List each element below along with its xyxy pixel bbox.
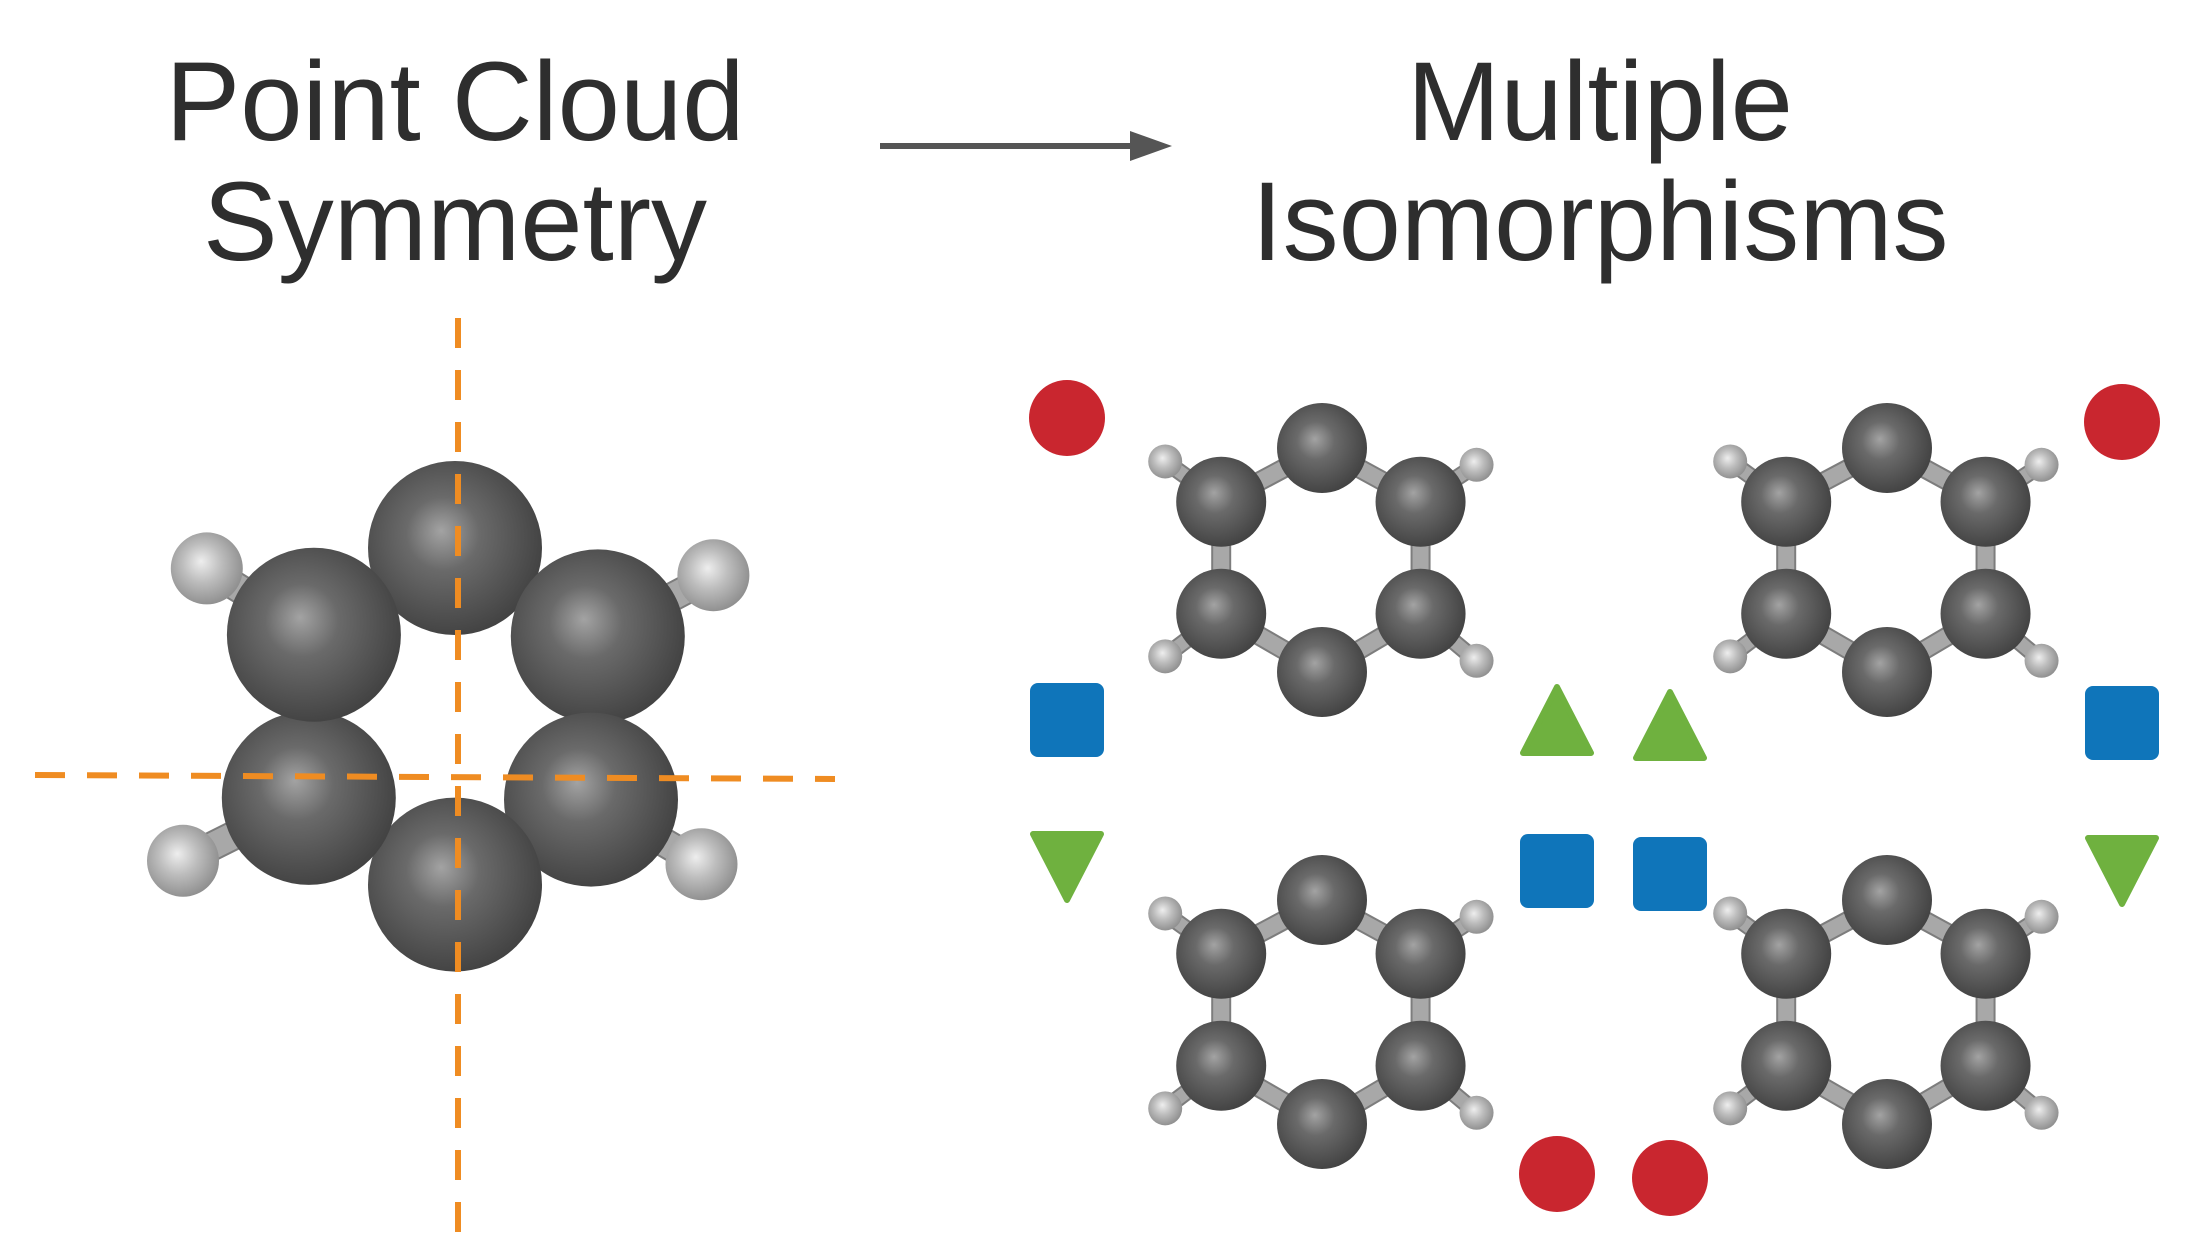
carbon-atom xyxy=(1940,908,2031,999)
arrow-right-icon xyxy=(880,131,1172,161)
hydrogen-atom xyxy=(1148,444,1183,479)
left-title-line-2: Symmetry xyxy=(203,159,707,284)
symmetry-axes xyxy=(34,318,836,1247)
carbon-atom xyxy=(1375,456,1466,547)
carbon-atom xyxy=(504,712,678,887)
carbon-atom xyxy=(1176,1020,1267,1111)
square-marker-icon xyxy=(2085,686,2159,760)
circle-marker-icon xyxy=(1519,1136,1595,1212)
circle-marker-icon xyxy=(1632,1140,1708,1216)
right-title: Multiple Isomorphisms xyxy=(1200,42,2000,282)
carbon-atom xyxy=(226,547,401,722)
triangle-down-marker-icon xyxy=(1030,831,1104,903)
hydrogen-atom xyxy=(1713,1091,1748,1126)
carbon-atom xyxy=(1842,1079,1932,1169)
hydrogen-atom xyxy=(2024,1095,2059,1130)
carbon-atom xyxy=(1375,568,1466,659)
hydrogen-atom xyxy=(2024,899,2059,934)
carbon-atom xyxy=(221,710,396,885)
triangle-up-marker-icon xyxy=(1633,689,1707,761)
carbon-atom xyxy=(1176,908,1267,999)
hydrogen-atom xyxy=(1713,444,1748,479)
carbon-atom xyxy=(1842,627,1932,717)
carbon-atom xyxy=(1375,1020,1466,1111)
carbon-atom xyxy=(1940,1020,2031,1111)
carbon-atom xyxy=(1842,403,1932,493)
hydrogen-atom xyxy=(1148,896,1183,931)
carbon-atom xyxy=(1741,1020,1832,1111)
square-marker-icon xyxy=(1030,683,1104,757)
square-marker-icon xyxy=(1633,837,1707,911)
carbon-atom xyxy=(1277,403,1367,493)
right-title-line-1: Multiple xyxy=(1407,39,1793,164)
carbon-atom xyxy=(1277,855,1367,945)
carbon-atom xyxy=(1842,855,1932,945)
isomorphism-markers xyxy=(1029,380,2160,1216)
hydrogen-atom xyxy=(1148,639,1183,674)
left-title: Point Cloud Symmetry xyxy=(55,42,855,282)
hydrogen-atom xyxy=(170,532,243,605)
hydrogen-atom xyxy=(147,824,219,897)
carbon-atom xyxy=(1741,568,1832,659)
triangle-down-marker-icon xyxy=(2085,835,2159,907)
carbon-atom xyxy=(1176,568,1267,659)
carbon-atom xyxy=(1940,568,2031,659)
carbon-atom xyxy=(510,549,685,724)
hydrogen-atom xyxy=(2024,447,2059,482)
hydrogen-atom xyxy=(1148,1091,1183,1126)
carbon-atom xyxy=(1375,908,1466,999)
carbon-atom xyxy=(1277,627,1367,717)
isomorphism-molecules xyxy=(1148,403,2059,1169)
square-marker-icon xyxy=(1520,834,1594,908)
triangle-up-marker-icon xyxy=(1520,684,1594,756)
hydrogen-atom xyxy=(665,828,738,901)
carbon-atom xyxy=(1741,456,1832,547)
horizontal-symmetry-axis xyxy=(34,772,836,782)
circle-marker-icon xyxy=(1029,380,1105,456)
carbon-atom xyxy=(1741,908,1832,999)
hydrogen-atom xyxy=(1713,639,1748,674)
right-title-line-2: Isomorphisms xyxy=(1251,159,1949,284)
hydrogen-atom xyxy=(677,539,750,612)
hydrogen-atom xyxy=(1459,643,1494,678)
circle-marker-icon xyxy=(2084,384,2160,460)
hydrogen-atom xyxy=(2024,643,2059,678)
carbon-atom xyxy=(368,797,542,972)
left-title-line-1: Point Cloud xyxy=(165,39,745,164)
carbon-atom xyxy=(1176,456,1267,547)
benzene-molecule-large xyxy=(147,461,750,972)
hydrogen-atom xyxy=(1459,447,1494,482)
carbon-atom xyxy=(1277,1079,1367,1169)
hydrogen-atom xyxy=(1713,896,1748,931)
hydrogen-atom xyxy=(1459,899,1494,934)
carbon-atom xyxy=(1940,456,2031,547)
hydrogen-atom xyxy=(1459,1095,1494,1130)
